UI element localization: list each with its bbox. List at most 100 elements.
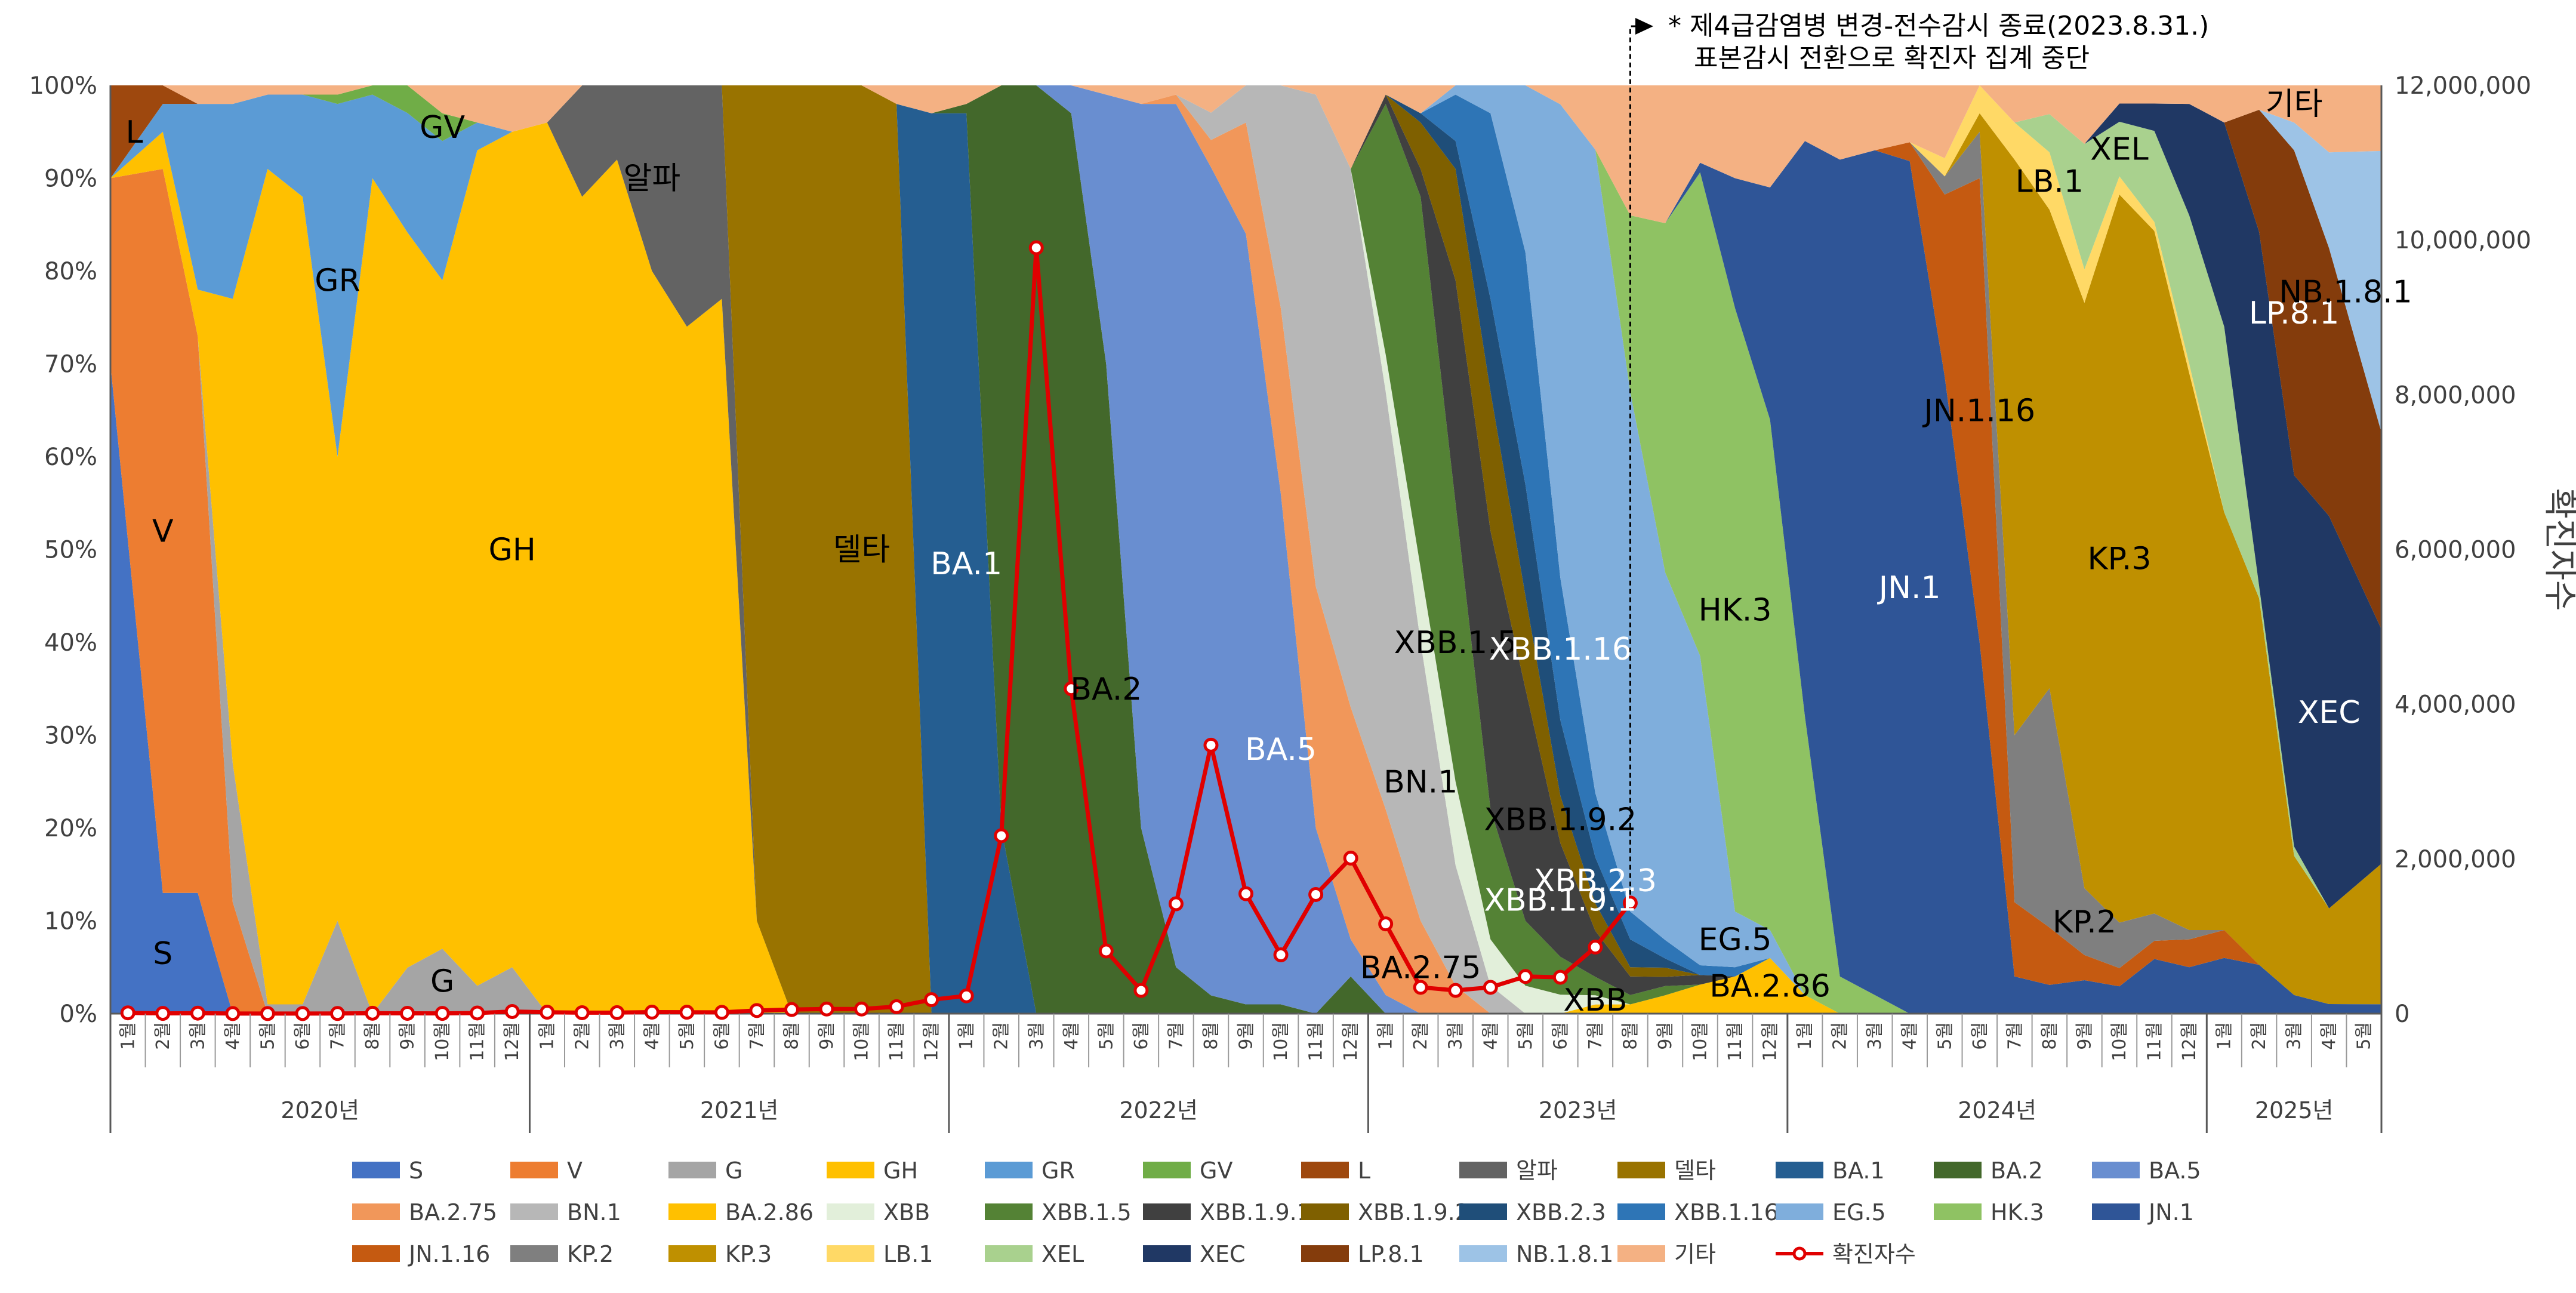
month-label: 1월: [1795, 1022, 1816, 1050]
line-point: [644, 1005, 660, 1020]
variant-label: L: [126, 115, 143, 150]
month-label: 12월: [1341, 1022, 1361, 1061]
area-JN.1: [110, 85, 2381, 1014]
area-BA.5: [110, 85, 2381, 1014]
month-label: 3월: [1865, 1022, 1885, 1050]
month-label: 7월: [747, 1022, 768, 1050]
legend-label: KP.3: [725, 1241, 772, 1267]
month-label: 12월: [502, 1022, 523, 1061]
legend-label: LB.1: [883, 1241, 933, 1267]
month-label: 2월: [991, 1022, 1012, 1050]
legend-swatch: [985, 1162, 1033, 1178]
line-point: [1273, 947, 1289, 963]
area-GH: [110, 122, 2381, 1014]
line-point: [1413, 980, 1428, 995]
legend-swatch: [1934, 1203, 1982, 1220]
legend-label: XBB.2.3: [1516, 1199, 1606, 1226]
legend-label: BA.5: [2149, 1157, 2201, 1184]
left-tick-label: 40%: [44, 629, 97, 657]
variant-label: KP.3: [2087, 541, 2151, 577]
legend-swatch: [510, 1203, 558, 1220]
month-label: 9월: [1655, 1022, 1676, 1050]
legend-swatch: [1776, 1162, 1823, 1178]
legend-swatch: [1459, 1203, 1507, 1220]
line-point: [714, 1005, 729, 1020]
legend-label: LP.8.1: [1358, 1241, 1424, 1267]
variant-label: XBB: [1563, 983, 1627, 1018]
legend-label: HK.3: [1990, 1199, 2044, 1226]
variant-label: NB.1.8.1: [2279, 275, 2412, 310]
confirmed-cases-line: [120, 240, 1638, 1021]
month-label: 8월: [2039, 1022, 2060, 1050]
month-label: 5월: [677, 1022, 698, 1050]
month-label: 12월: [1760, 1022, 1781, 1061]
line-point: [1238, 886, 1253, 901]
legend-swatch: [2092, 1203, 2140, 1220]
legend-label: BA.1: [1832, 1157, 1885, 1184]
month-label: 9월: [2074, 1022, 2095, 1050]
left-tick-label: 100%: [29, 72, 97, 100]
legend-swatch: [985, 1203, 1033, 1220]
legend-swatch: [1301, 1162, 1349, 1178]
month-label: 8월: [1620, 1022, 1641, 1050]
legend-label: BA.2.86: [725, 1199, 814, 1226]
legend-swatch: [1143, 1162, 1191, 1178]
year-label: 2022년: [1119, 1097, 1198, 1123]
month-label: 5월: [2354, 1022, 2375, 1050]
line-point: [330, 1006, 345, 1021]
legend-swatch: [1617, 1203, 1665, 1220]
month-label: 5월: [1934, 1022, 1955, 1050]
line-point: [1483, 980, 1498, 995]
line-point: [784, 1002, 799, 1017]
legend-label: XEC: [1200, 1241, 1246, 1267]
month-label: 9월: [398, 1022, 418, 1050]
legend-label: XBB: [883, 1199, 930, 1226]
area-G: [110, 169, 2381, 1014]
legend-label: BA.2.75: [409, 1199, 497, 1226]
variant-label: LP.8.1: [2249, 295, 2339, 331]
month-label: 6월: [711, 1022, 732, 1050]
line-point: [260, 1006, 275, 1021]
legend: S V G GH GR GV L 알파 델타 BA.1 BA.2 BA.5 BA.2.75 BN.1 BA.…: [352, 1157, 2201, 1267]
line-point: [819, 1001, 834, 1017]
legend-label: BA.2: [1990, 1157, 2043, 1184]
legend-swatch: [1459, 1162, 1507, 1178]
right-tick-label: 2,000,000: [2395, 846, 2516, 873]
legend-label: XBB.1.16: [1674, 1199, 1779, 1226]
legend-label: 알파: [1516, 1157, 1558, 1184]
legend-swatch: [668, 1162, 716, 1178]
line-point: [295, 1006, 310, 1021]
left-tick-label: 10%: [44, 908, 97, 935]
variant-label: JN.1.16: [1922, 393, 2036, 429]
area-GR: [110, 94, 2381, 1014]
month-label: 2월: [1830, 1022, 1851, 1050]
legend-label: GV: [1200, 1157, 1232, 1184]
variant-label: BA.1: [930, 546, 1002, 582]
variant-label: GH: [488, 532, 535, 568]
annotation-line-2: 표본감시 전환으로 확진자 집계 중단: [1694, 43, 2090, 73]
month-label: 7월: [1585, 1022, 1606, 1050]
x-axis: 1월 2월 3월 4월 5월 6월 7월 8월 9월 10월 11월 12월 1월 2월 3월 4월 5월 6월 7…: [109, 1014, 2383, 1133]
month-label: 6월: [1970, 1022, 1990, 1050]
variant-label: BA.2.86: [1709, 968, 1831, 1004]
year-label: 2023년: [1539, 1097, 1617, 1123]
line-point: [435, 1006, 450, 1021]
left-tick-label: 0%: [60, 1000, 97, 1028]
legend-swatch: [668, 1203, 716, 1220]
variant-label: GR: [315, 263, 360, 299]
legend-label: BN.1: [567, 1199, 621, 1226]
surveillance-annotation: * 제4급감염병 변경-전수감시 종료(2023.8.31.) 표본감시 전환으…: [1629, 11, 2209, 895]
year-label: 2020년: [281, 1097, 359, 1123]
month-label: 5월: [1515, 1022, 1536, 1050]
right-tick-label: 0: [2395, 1000, 2409, 1028]
line-point: [1028, 240, 1044, 255]
legend-label: G: [725, 1157, 742, 1184]
variant-label: G: [430, 964, 454, 1000]
variant-label: XEL: [2090, 132, 2148, 168]
month-label: 2월: [153, 1022, 174, 1050]
line-point: [1343, 851, 1358, 866]
line-point: [749, 1003, 765, 1018]
line-point: [959, 988, 974, 1003]
legend-label: 확진자수: [1832, 1241, 1916, 1267]
